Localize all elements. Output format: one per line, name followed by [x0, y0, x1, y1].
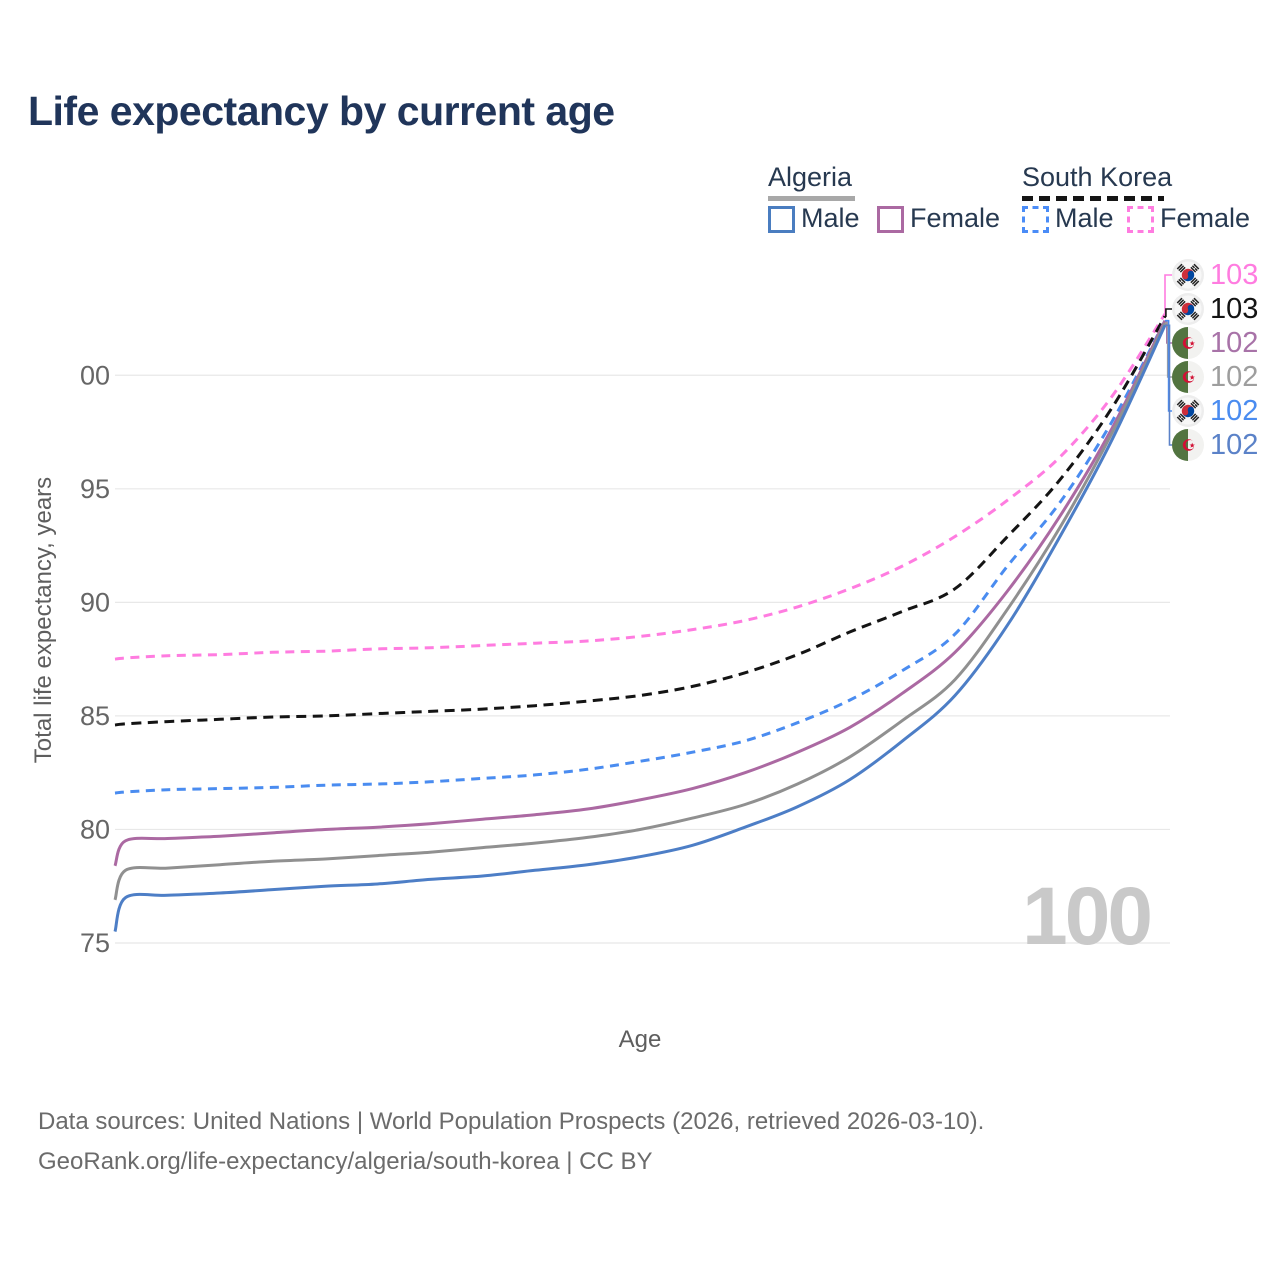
series-line-south-korea-female[interactable] [114, 313, 1167, 661]
legend-swatch-algeria-male[interactable] [768, 206, 795, 233]
y-tick-label-75: 75 [80, 928, 110, 958]
flag-icon-algeria [1172, 327, 1204, 359]
flag-icon-algeria [1172, 429, 1204, 461]
series-line-south-korea-male[interactable] [114, 320, 1167, 795]
end-value-label-south-korea-male: 102 [1210, 395, 1259, 427]
legend-swatch-south-korea-female[interactable] [1127, 206, 1154, 233]
x-axis-title: Age [618, 1026, 662, 1053]
end-value-label-algeria-both-sexes: 102 [1210, 361, 1259, 393]
legend-underline-algeria-solid [768, 196, 855, 201]
leader-line-south-korea-female [1164, 274, 1172, 314]
legend-label-south-korea-female[interactable]: Female [1160, 203, 1251, 233]
chart-canvas: 7580859095100020406080100 [80, 274, 1172, 958]
legend-group-south-korea: South Korea [1022, 162, 1173, 192]
legend-swatch-south-korea-male[interactable] [1022, 206, 1049, 233]
y-tick-label-90: 90 [80, 587, 110, 617]
y-tick-label-80: 80 [80, 814, 110, 844]
flag-icon-algeria [1172, 361, 1204, 393]
attribution-link-text[interactable]: GeoRank.org/life-expectancy/algeria/sout… [38, 1148, 653, 1175]
legend-label-algeria-male[interactable]: Male [801, 203, 860, 233]
end-value-label-algeria-male: 102 [1210, 429, 1259, 461]
y-axis-title: Total life expectancy, years [30, 476, 57, 764]
series-line-algeria-both-sexes[interactable] [113, 322, 1167, 901]
series-line-algeria-male[interactable] [113, 324, 1167, 933]
legend-group-algeria: Algeria [768, 162, 853, 192]
end-value-label-south-korea-female: 103 [1210, 259, 1259, 291]
flag-icon-south-korea [1172, 395, 1204, 427]
page-title: Life expectancy by current age [28, 88, 615, 134]
end-value-label-algeria-female: 102 [1210, 327, 1259, 359]
y-tick-label-95: 95 [80, 474, 110, 504]
series-line-algeria-female[interactable] [113, 320, 1167, 867]
legend-label-south-korea-male[interactable]: Male [1055, 203, 1114, 233]
leader-line-algeria-male [1165, 324, 1172, 446]
y-tick-label-85: 85 [80, 701, 110, 731]
age-counter-watermark: 100 [1022, 871, 1153, 962]
series-line-south-korea-both-sexes[interactable] [114, 315, 1167, 727]
legend-swatch-algeria-female[interactable] [877, 206, 904, 233]
data-sources-text: Data sources: United Nations | World Pop… [38, 1108, 985, 1135]
y-tick-label-100: 100 [80, 360, 110, 390]
legend-label-algeria-female[interactable]: Female [910, 203, 1001, 233]
flag-icon-south-korea [1172, 259, 1204, 291]
legend-underline-south-korea-dashed [1022, 196, 1164, 201]
end-value-label-south-korea-both-sexes: 103 [1210, 293, 1259, 325]
flag-icon-south-korea [1172, 293, 1204, 325]
leader-line-south-korea-both-sexes [1165, 308, 1172, 317]
